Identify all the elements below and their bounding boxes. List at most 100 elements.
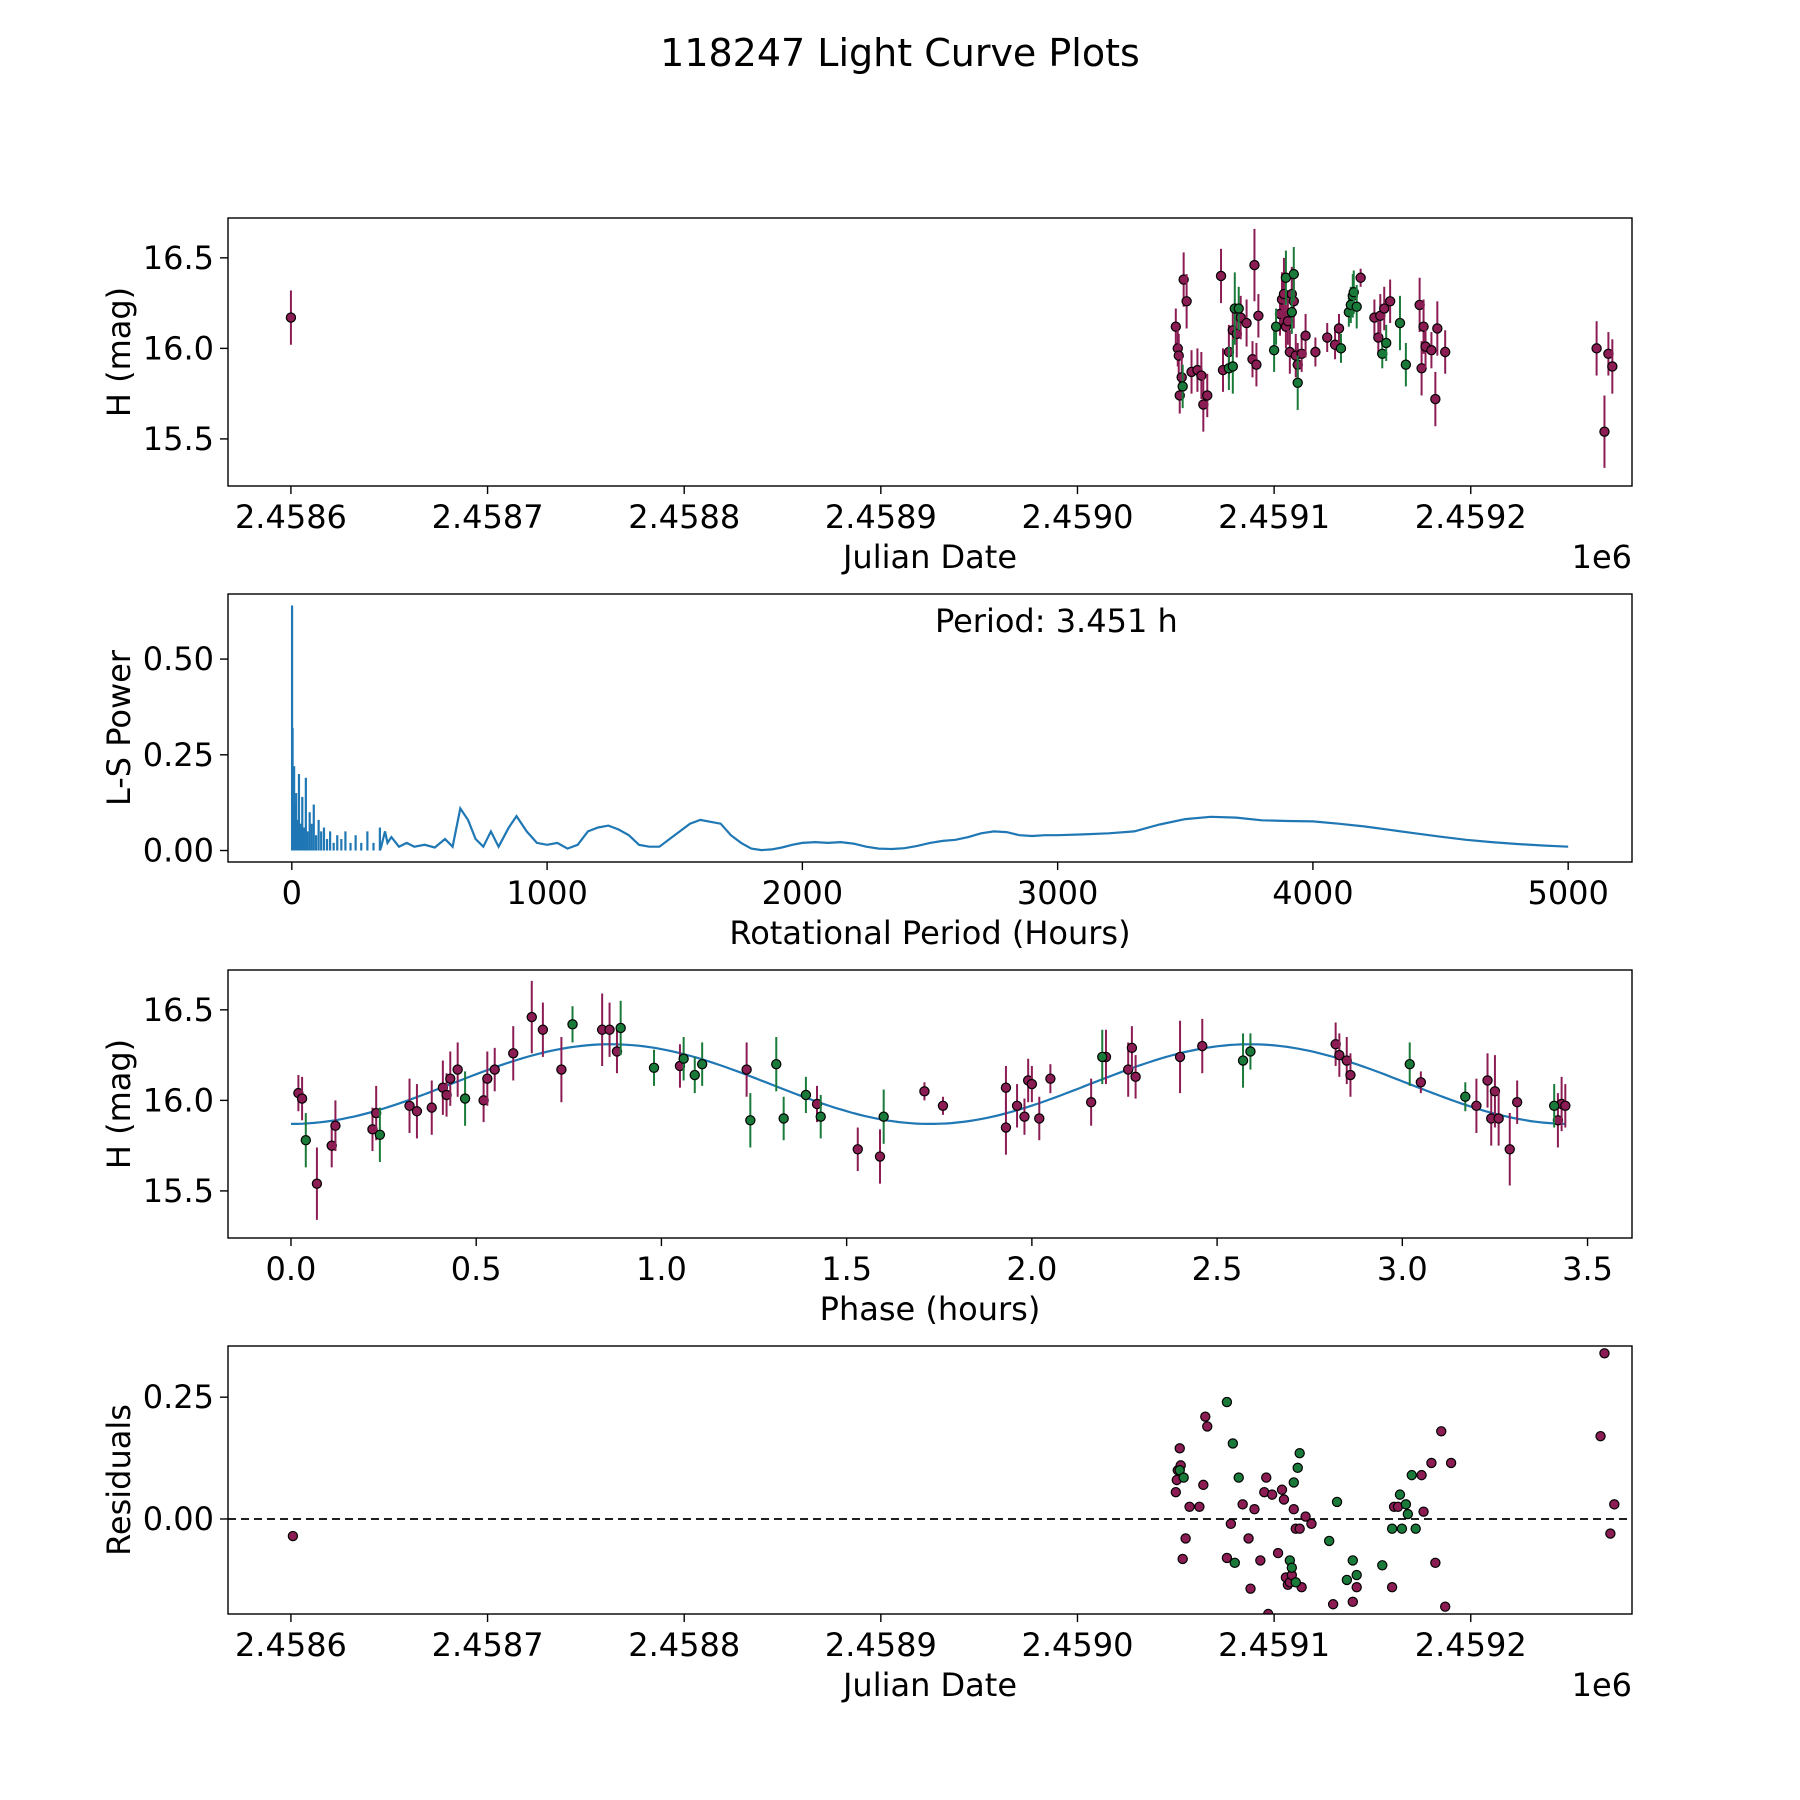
data-point [937, 1100, 949, 1112]
figure-title: 118247 Light Curve Plots [660, 31, 1140, 75]
data-series [1174, 1396, 1421, 1588]
plot-area [285, 228, 1618, 468]
data-point [426, 1102, 437, 1113]
data-point [1599, 1348, 1610, 1359]
data-point [1272, 1547, 1284, 1559]
x-tick-label: 3.5 [1562, 1250, 1613, 1288]
data-point [411, 1106, 423, 1117]
data-point [1034, 1113, 1045, 1124]
x-tick-label: 2.4587 [432, 498, 544, 536]
y-axis-label: Residuals [100, 1404, 138, 1556]
data-point [1288, 1477, 1299, 1488]
data-point [1233, 303, 1244, 314]
data-point [296, 1093, 308, 1104]
data-point [1221, 1396, 1233, 1408]
chart-panels: 2.4586 2.4587 2.4588 2.4589 2.4590 2.4591 2.45… [100, 217, 1633, 1704]
data-point [1300, 1511, 1311, 1522]
data-point [1245, 1046, 1256, 1057]
x-tick-label: 1000 [506, 874, 587, 912]
data-point [1174, 1443, 1185, 1454]
data-point [1549, 1100, 1560, 1112]
data-point [1000, 1122, 1012, 1133]
x-tick-label: 0.5 [451, 1250, 502, 1288]
data-point [1430, 1557, 1441, 1569]
x-tick-label: 1.5 [821, 1250, 872, 1288]
data-point [1426, 1457, 1437, 1469]
data-point [1445, 1457, 1457, 1469]
data-series [293, 980, 1571, 1220]
data-point [1432, 323, 1443, 334]
data-point [1288, 268, 1299, 280]
data-point [1261, 1472, 1272, 1483]
data-point [1126, 1042, 1138, 1054]
data-point [330, 1120, 341, 1131]
data-point [1418, 1506, 1429, 1517]
data-point [1178, 1472, 1189, 1483]
y-tick-label: 16.5 [143, 991, 214, 1029]
data-point [1196, 370, 1207, 381]
period-annotation: Period: 3.451 h [935, 602, 1178, 640]
data-point [1268, 344, 1280, 356]
data-point [482, 1073, 493, 1084]
y-tick-label: 0.25 [143, 736, 214, 774]
data-point [1278, 1494, 1290, 1505]
data-point [1215, 270, 1227, 282]
data-point [1130, 1071, 1141, 1083]
x-axis-label: Julian Date [841, 1666, 1017, 1704]
data-point [1294, 1447, 1305, 1459]
x-tick-label: 3.0 [1377, 1250, 1428, 1288]
data-point [1286, 306, 1298, 318]
x-axis-label: Phase (hours) [820, 1290, 1041, 1328]
data-point [1227, 1438, 1239, 1449]
data-point [1402, 1508, 1414, 1520]
data-point [404, 1100, 415, 1112]
data-point [1341, 1574, 1353, 1586]
data-point [1292, 377, 1303, 388]
data-point [1011, 1100, 1023, 1112]
data-point [771, 1058, 782, 1070]
data-point [1249, 259, 1260, 271]
data-point [1599, 426, 1610, 437]
panel-residuals: 2.4586 2.4587 2.4588 2.4589 2.4590 2.4591 2.45… [100, 1345, 1633, 1704]
panel-lightcurve: 2.4586 2.4587 2.4588 2.4589 2.4590 2.4591 2.45… [100, 217, 1633, 576]
data-point [1290, 1577, 1301, 1588]
y-axis-label: H (mag) [100, 287, 138, 417]
data-point [1493, 1113, 1504, 1124]
data-point [489, 1064, 500, 1075]
data-point [1251, 359, 1262, 370]
axes-frame [227, 217, 1633, 487]
data-point [1266, 1489, 1278, 1500]
x-tick-label: 4000 [1272, 874, 1353, 912]
data-point [1243, 1533, 1254, 1544]
data-point [1426, 344, 1437, 356]
data-point [1170, 1486, 1181, 1498]
data-point [526, 1011, 537, 1023]
y-tick-label: 15.5 [143, 420, 214, 458]
data-point [1436, 1426, 1447, 1437]
y-axis-label: H (mag) [100, 1039, 138, 1169]
x-tick-label: 2.4591 [1218, 1626, 1330, 1664]
x-tick-label: 5000 [1527, 874, 1608, 912]
x-tick-label: 2.4592 [1415, 1626, 1527, 1664]
data-point [1202, 390, 1213, 401]
data-point [1351, 1569, 1362, 1581]
y-tick-label: 16.0 [143, 1081, 214, 1119]
periodogram-line [378, 805, 1569, 852]
x-tick-label: 2.4587 [432, 1626, 544, 1664]
data-point [1200, 1411, 1211, 1422]
data-point [1410, 1523, 1421, 1534]
data-point [1386, 1581, 1398, 1593]
y-axis-label: L-S Power [100, 649, 138, 806]
data-series [1177, 246, 1412, 410]
data-point [1379, 303, 1390, 314]
data-point [1439, 1601, 1451, 1612]
x-tick-label: 2.4589 [825, 498, 937, 536]
data-point [604, 1024, 615, 1035]
panel-periodogram: 0 1000 2000 3000 4000 5000 0.00 0.25 0.50 Rotatio… [100, 593, 1633, 952]
periodogram-spikes [290, 605, 381, 851]
data-point [1334, 1049, 1345, 1061]
x-tick-label: 2.4586 [235, 1626, 347, 1664]
data-point [1406, 1469, 1417, 1481]
data-point [1288, 1504, 1299, 1515]
fit-curve [291, 1043, 1566, 1125]
